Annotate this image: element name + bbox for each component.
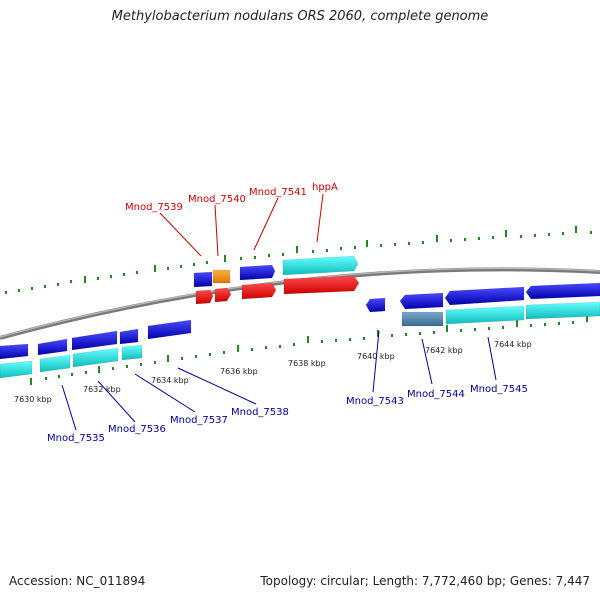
gene-arrow-mnod-7544[interactable]	[399, 292, 444, 310]
scale-label-7640: 7640 kbp	[357, 352, 395, 361]
label-mnod-7535[interactable]: Mnod_7535	[47, 433, 105, 444]
leader-mnod-7536	[97, 380, 136, 423]
leader-mnod-7543	[372, 330, 380, 393]
gene-arrow-mnod-7537[interactable]	[71, 330, 118, 351]
scale-label-7630: 7630 kbp	[14, 395, 52, 404]
gene-labels: Mnod_7539 Mnod_7540 Mnod_7541 hppA Mnod_…	[47, 182, 528, 444]
label-mnod-7536[interactable]: Mnod_7536	[108, 424, 166, 435]
gene-arrow-mnod-7545a[interactable]	[444, 286, 525, 306]
gene-cyan-mnod-7535[interactable]	[0, 360, 33, 379]
leader-mnod-7535	[61, 384, 77, 431]
top-strand-gene-track	[193, 255, 359, 288]
label-mnod-7543[interactable]: Mnod_7543	[346, 396, 404, 407]
leader-mnod-7537	[134, 373, 196, 413]
gene-arrow-mnod-7543[interactable]	[365, 297, 386, 313]
bottom-strand-gene-track-left	[0, 319, 192, 379]
gene-cyan-mnod-7537[interactable]	[72, 347, 119, 368]
accession-label: Accession: NC_011894	[9, 574, 146, 588]
bottom-strand-gene-track-right	[365, 282, 600, 327]
label-mnod-7541[interactable]: Mnod_7541	[249, 187, 307, 198]
rna-arrow-mnod-7541[interactable]	[241, 282, 277, 300]
leader-mnod-7539	[159, 212, 202, 257]
gene-arrow-mnod-7535[interactable]	[0, 343, 29, 360]
scale-label-7632: 7632 kbp	[83, 385, 121, 394]
label-mnod-7539[interactable]: Mnod_7539	[125, 202, 183, 213]
gene-arrow-mnod-7539[interactable]	[193, 271, 213, 288]
label-mnod-7544[interactable]: Mnod_7544	[407, 389, 465, 400]
leader-mnod-7538	[177, 367, 257, 405]
gene-arrow-hppa[interactable]	[282, 255, 359, 276]
scale-label-7642: 7642 kbp	[425, 346, 463, 355]
leader-mnod-7540	[214, 204, 219, 257]
gene-arrow-mnod-7536[interactable]	[37, 338, 68, 356]
scale-label-7634: 7634 kbp	[151, 376, 189, 385]
gene-arrow-mnod-7540[interactable]	[212, 269, 231, 284]
scale-labels: 7630 kbp 7632 kbp 7634 kbp 7636 kbp 7638…	[14, 340, 532, 404]
gene-arrow-mnod-7545b[interactable]	[525, 282, 600, 300]
label-hppa[interactable]: hppA	[312, 182, 338, 193]
inner-tick-ring	[30, 315, 588, 385]
leader-mnod-7541	[253, 197, 279, 251]
leader-mnod-7545	[487, 336, 497, 381]
outer-tick-ring	[5, 226, 592, 294]
rna-arrow-hppa[interactable]	[283, 275, 360, 295]
rna-arrow-mnod-7539[interactable]	[195, 289, 214, 305]
genome-title: Methylobacterium nodulans ORS 2060, comp…	[111, 9, 489, 24]
label-mnod-7540[interactable]: Mnod_7540	[188, 194, 246, 205]
gene-arrow-mnod-7541[interactable]	[239, 264, 276, 281]
scale-label-7644: 7644 kbp	[494, 340, 532, 349]
gene-cyan-mnod-7536[interactable]	[39, 354, 71, 373]
callout-leaders	[61, 193, 497, 431]
leader-mnod-7544	[421, 338, 433, 385]
scale-label-7638: 7638 kbp	[288, 359, 326, 368]
label-mnod-7537[interactable]: Mnod_7537	[170, 415, 228, 426]
gene-arrow-mnod-7538[interactable]	[147, 319, 192, 340]
gene-cyan-mnod-7538[interactable]	[121, 344, 143, 361]
label-mnod-7545[interactable]: Mnod_7545	[470, 384, 528, 395]
label-mnod-7538[interactable]: Mnod_7538	[231, 407, 289, 418]
scale-label-7636: 7636 kbp	[220, 367, 258, 376]
topology-label: Topology: circular; Length: 7,772,460 bp…	[260, 574, 590, 588]
top-strand-rna-track	[195, 275, 360, 305]
leader-hppa	[316, 193, 324, 243]
gene-steel-mnod-7544[interactable]	[401, 311, 444, 327]
gene-arrow-mnod-7538a[interactable]	[119, 328, 139, 345]
gene-cyan-mnod-7545b[interactable]	[525, 301, 600, 320]
gene-cyan-mnod-7545a[interactable]	[445, 305, 525, 325]
rna-arrow-mnod-7540[interactable]	[214, 287, 232, 303]
